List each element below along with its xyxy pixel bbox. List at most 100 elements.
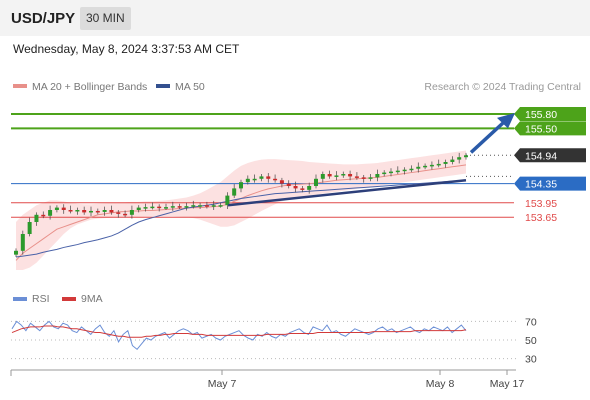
ma50-legend-swatch — [156, 84, 170, 88]
candle-body — [450, 159, 455, 162]
candle-body — [177, 206, 182, 208]
candle-body — [157, 206, 162, 209]
candle-body — [409, 168, 414, 171]
candle-body — [102, 210, 107, 212]
candle-body — [89, 210, 93, 213]
candle-body — [279, 180, 284, 184]
rsi-tick-30: 30 — [525, 354, 537, 366]
candle-body — [436, 163, 441, 166]
bollinger-band — [16, 150, 466, 270]
candle-body — [252, 178, 257, 181]
candle-body — [327, 174, 332, 177]
candle-body — [259, 176, 264, 179]
candle-body — [143, 207, 148, 209]
candle-body — [109, 210, 114, 213]
candle-body — [211, 205, 216, 207]
candle-body — [41, 214, 46, 217]
timeframe-badge[interactable]: 30 MIN — [80, 7, 131, 30]
level-label-1: 155.50 — [525, 123, 557, 135]
candle-body — [382, 172, 387, 175]
candle-body — [61, 207, 66, 210]
candle-body — [416, 166, 421, 169]
symbol-label: USD/JPY — [11, 10, 76, 27]
rsi-legend-label: RSI — [32, 293, 50, 305]
ma9-legend-swatch — [62, 297, 76, 301]
candle-body — [204, 205, 209, 207]
candle-body — [348, 174, 353, 177]
candle-body — [368, 177, 373, 179]
candle-body — [136, 207, 141, 210]
candle-body — [184, 206, 189, 208]
projection-arrow-head — [497, 113, 515, 129]
candle-body — [273, 178, 278, 181]
x-tick-label-2: May 17 — [490, 378, 525, 390]
x-tick-label-1: May 8 — [426, 378, 455, 390]
ma9-line — [11, 325, 467, 338]
level-label-3: 154.35 — [525, 179, 557, 191]
rsi-legend-swatch — [13, 297, 27, 301]
candle-body — [191, 205, 196, 207]
candle-body — [457, 157, 462, 160]
candle-body — [170, 206, 175, 208]
rsi-plot: 70 50 30 — [11, 316, 537, 366]
level-label-4: 153.95 — [525, 198, 557, 210]
projection-arrow-shaft — [469, 118, 508, 154]
candle-body — [239, 182, 243, 189]
candle-body — [95, 210, 100, 213]
candle-body — [34, 214, 39, 222]
candle-body — [402, 169, 407, 172]
candle-body — [320, 174, 325, 179]
ma20-legend-swatch — [13, 84, 27, 88]
level-tag-2 — [514, 148, 586, 163]
candle-body — [48, 210, 53, 216]
candle-body — [232, 188, 237, 196]
level-label-2: 154.94 — [525, 150, 557, 162]
x-tick-label-0: May 7 — [208, 378, 237, 390]
trend-line — [227, 178, 467, 207]
candle-body — [129, 210, 134, 215]
candle-body — [14, 250, 18, 255]
rsi-tick-50: 50 — [525, 335, 537, 347]
header-bar: USD/JPY 30 MIN — [0, 0, 590, 36]
candle-body — [464, 155, 468, 158]
candle-body — [123, 213, 128, 216]
candle-body — [429, 164, 434, 167]
candle-body — [68, 210, 73, 212]
candle-body — [75, 210, 80, 212]
price-plot: 155.80 155.50 154.94 154.35 153.95 153.65 — [11, 107, 586, 270]
candle-body — [164, 207, 168, 209]
candle-body — [293, 186, 298, 189]
candle-body — [20, 234, 25, 251]
candle-body — [389, 171, 393, 174]
rsi-line — [11, 320, 467, 351]
level-label-5: 153.65 — [525, 212, 557, 224]
candle-body — [443, 162, 448, 164]
level-tag-0 — [514, 107, 586, 121]
candle-body — [314, 178, 318, 186]
candle-body — [361, 177, 366, 179]
candle-body — [150, 206, 155, 209]
candle-body — [334, 175, 339, 177]
candle-body — [82, 210, 87, 213]
candle-body — [375, 174, 380, 178]
candle-body — [307, 186, 312, 190]
rsi-tick-70: 70 — [525, 316, 537, 328]
candle-body — [225, 195, 230, 206]
time-axis: May 7 May 8 May 17 — [10, 369, 525, 390]
candle-body — [286, 183, 291, 186]
candle-body — [218, 205, 223, 207]
ma20-legend-label: MA 20 + Bollinger Bands — [32, 81, 147, 93]
ma9-legend-label: 9MA — [81, 293, 103, 305]
candle-body — [198, 205, 203, 207]
candle-body — [300, 188, 305, 190]
candle-body — [423, 165, 428, 168]
candle-body — [395, 170, 400, 173]
level-label-0: 155.80 — [525, 109, 557, 121]
level-tag-3 — [514, 176, 586, 191]
candle-body — [245, 178, 250, 183]
ma50-legend-label: MA 50 — [175, 81, 205, 93]
candle-body — [341, 174, 346, 176]
candle-body — [116, 212, 121, 214]
